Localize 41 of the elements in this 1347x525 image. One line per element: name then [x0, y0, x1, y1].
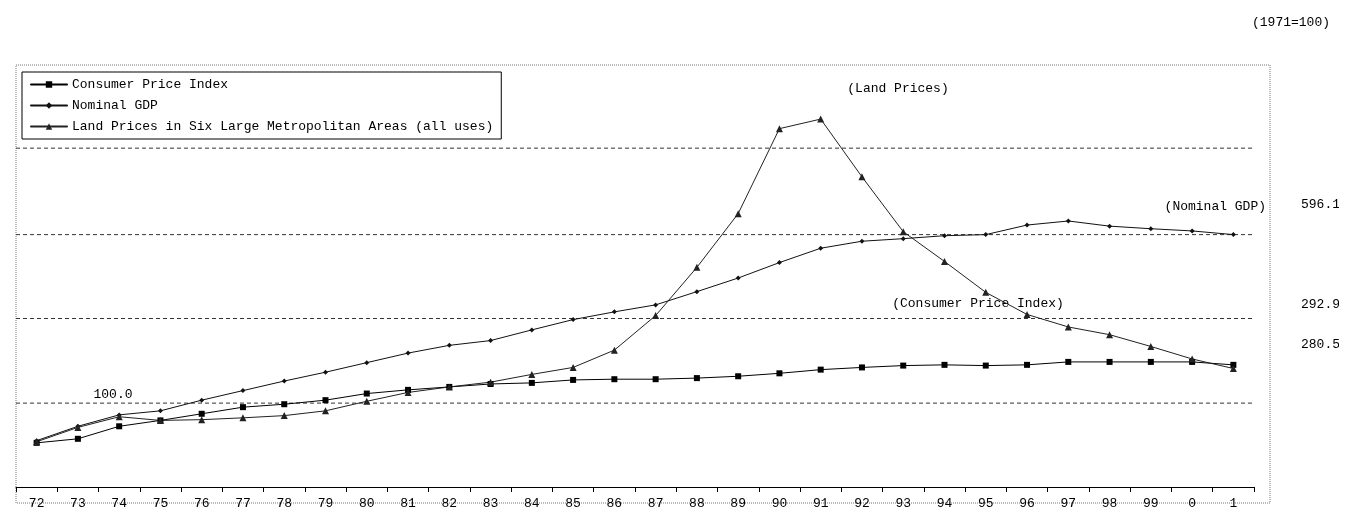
- x-tick-label: 87: [647, 496, 664, 511]
- legend-label: Land Prices in Six Large Metropolitan Areas (all uses): [72, 119, 494, 134]
- x-tick-label: 90: [771, 496, 788, 511]
- x-tick-label: 74: [111, 496, 128, 511]
- annotation: 100.0: [93, 386, 133, 402]
- x-tick-label: 94: [936, 496, 953, 511]
- x-tick-label: 88: [689, 496, 705, 511]
- x-tick-label: 95: [977, 496, 994, 511]
- annotation: (Nominal GDP): [1164, 198, 1266, 214]
- x-tick-label: 72: [28, 496, 45, 511]
- x-tick-label: 92: [854, 496, 870, 511]
- x-tick-label: 86: [606, 496, 623, 511]
- text: (1971=100): [1251, 14, 1330, 30]
- x-tick-label: 98: [1101, 496, 1118, 511]
- x-tick-label: 77: [235, 496, 251, 511]
- x-tick-label: 0: [1188, 496, 1197, 511]
- text: (Land Prices): [847, 80, 949, 96]
- x-tick-label: 76: [193, 496, 210, 511]
- x-tick-label: 1: [1229, 496, 1238, 511]
- x-tick-label: 89: [730, 496, 746, 511]
- x-tick-label: 82: [441, 496, 458, 511]
- legend-label: Consumer Price Index: [72, 77, 229, 92]
- x-tick-label: 96: [1019, 496, 1035, 511]
- x-tick-label: 81: [400, 496, 417, 511]
- text: 280.5: [1300, 336, 1340, 352]
- x-tick-label: 85: [565, 496, 581, 511]
- x-tick-label: 80: [358, 496, 375, 511]
- annotation: (Consumer Price Index): [892, 295, 1064, 311]
- x-tick-label: 91: [812, 496, 829, 511]
- x-tick-label: 99: [1143, 496, 1159, 511]
- legend-label: Nominal GDP: [72, 98, 159, 113]
- text: 292.9: [1300, 296, 1340, 312]
- text: 596.1: [1300, 196, 1341, 212]
- x-tick-label: 84: [524, 496, 540, 511]
- x-tick-label: 97: [1060, 496, 1077, 511]
- x-tick-label: 79: [317, 496, 334, 511]
- x-tick-label: 73: [70, 496, 86, 511]
- x-tick-label: 83: [482, 496, 499, 511]
- x-tick-label: 75: [152, 496, 169, 511]
- x-tick-label: 78: [276, 496, 293, 511]
- x-tick-label: 93: [895, 496, 912, 511]
